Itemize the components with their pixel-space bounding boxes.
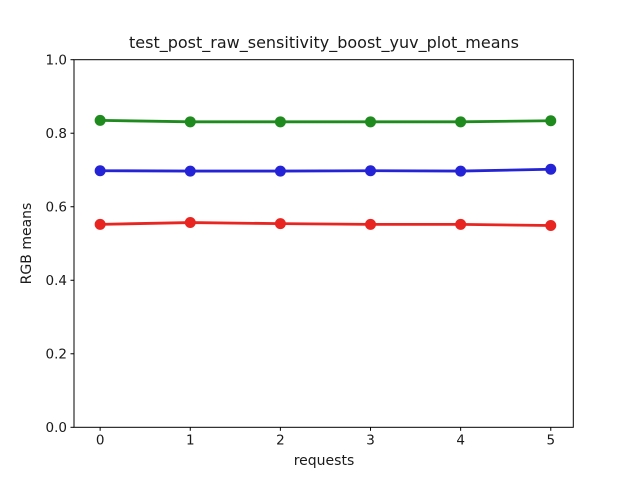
y-tick-label: 0.6 — [46, 200, 67, 216]
chart-title: test_post_raw_sensitivity_boost_yuv_plot… — [129, 33, 519, 53]
data-point-marker-red-2 — [274, 218, 286, 230]
data-point-marker-red-1 — [184, 217, 196, 229]
data-point-marker-blue-3 — [365, 165, 377, 177]
x-tick-label: 1 — [186, 432, 195, 448]
data-point-marker-green-1 — [184, 116, 196, 128]
y-tick-label: 0.4 — [46, 273, 67, 289]
y-tick-label: 0.8 — [46, 126, 67, 142]
series-line-blue — [98, 167, 553, 173]
x-tick-label: 5 — [546, 432, 555, 448]
y-tick-label: 1.0 — [46, 53, 67, 69]
data-point-marker-red-0 — [94, 218, 106, 230]
data-point-marker-green-2 — [274, 116, 286, 128]
y-tick-label: 0.0 — [46, 420, 67, 436]
plot-area-border — [73, 59, 574, 428]
data-point-marker-red-5 — [545, 219, 557, 231]
series-line-red — [98, 221, 553, 227]
x-tick-label: 2 — [276, 432, 285, 448]
data-point-marker-blue-4 — [455, 165, 467, 177]
x-tick-label: 3 — [366, 432, 375, 448]
data-point-marker-green-5 — [545, 115, 557, 127]
data-point-marker-red-3 — [365, 218, 377, 230]
series-line-green — [98, 118, 553, 124]
y-axis-label: RGB means — [19, 203, 35, 285]
data-point-marker-red-4 — [455, 218, 467, 230]
series-layer — [94, 114, 557, 231]
data-point-marker-blue-5 — [545, 163, 557, 175]
data-point-marker-green-0 — [94, 114, 106, 126]
data-point-marker-blue-0 — [94, 165, 106, 177]
x-tick-label: 4 — [456, 432, 465, 448]
axes-layer: 0 1 2 3 4 5 0.0 0.2 0.4 0.6 0.8 1.0 — [46, 53, 574, 448]
data-point-marker-green-3 — [365, 116, 377, 128]
x-axis-label: requests — [294, 453, 355, 469]
x-tick-label: 0 — [96, 432, 105, 448]
data-point-marker-green-4 — [455, 116, 467, 128]
data-point-marker-blue-2 — [274, 165, 286, 177]
data-point-marker-blue-1 — [184, 165, 196, 177]
y-tick-label: 0.2 — [46, 347, 67, 363]
